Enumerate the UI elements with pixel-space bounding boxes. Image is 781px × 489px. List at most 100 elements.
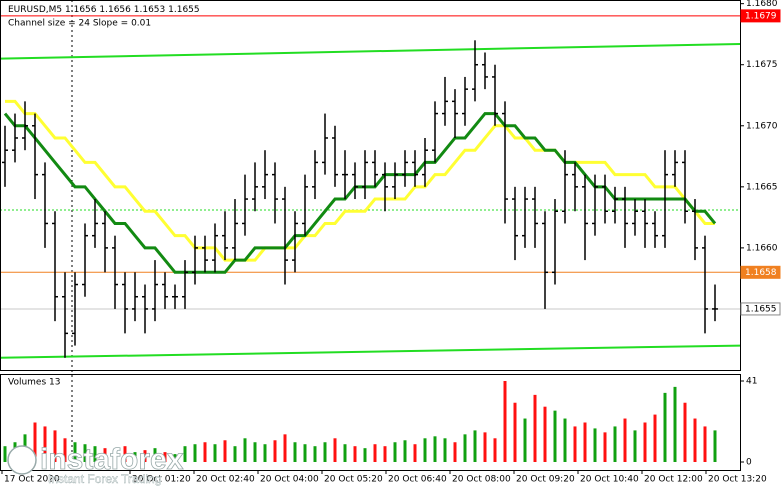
price-level-label: 1.1679	[745, 11, 777, 21]
x-tick-label: 20 Oct 04:00	[260, 475, 319, 485]
ohlc-bar	[282, 186, 288, 285]
ohlc-bar	[62, 272, 68, 358]
ohlc-bar	[622, 186, 628, 248]
x-tick-label: 20 Oct 06:40	[388, 475, 447, 485]
y-tick-label: 1.1675	[746, 60, 778, 70]
ohlc-bar	[152, 260, 158, 322]
ohlc-bar	[692, 199, 698, 261]
ohlc-bar	[302, 174, 308, 236]
ohlc-bar	[522, 186, 528, 248]
header-high: 1.1656	[99, 5, 131, 15]
ohlc-bar	[52, 211, 58, 322]
ohlc-bar	[452, 89, 458, 138]
ohlc-bar	[592, 174, 598, 236]
ohlc-bar	[442, 76, 448, 126]
ohlc-bar	[482, 52, 488, 90]
ohlc-bar	[412, 150, 418, 187]
ohlc-bar	[552, 199, 558, 285]
price-level-box	[740, 302, 781, 316]
ohlc-bar	[642, 199, 648, 248]
ohlc-bar	[432, 101, 438, 163]
channel-lower	[0, 344, 741, 359]
chart-header: EURUSD,M5 1.1656 1.1656 1.1653 1.1655	[8, 5, 200, 15]
x-tick-label: 17 Oct 2020	[4, 475, 60, 485]
ohlc-bar	[572, 162, 578, 212]
x-tick-label: 20 Oct 08:00	[452, 475, 511, 485]
price-frame	[0, 0, 741, 371]
ohlc-bar	[82, 223, 88, 297]
ohlc-bar	[392, 162, 398, 200]
ohlc-bar	[72, 272, 78, 346]
ohlc-bar	[682, 150, 688, 224]
ohlc-bar	[652, 211, 658, 248]
ohlc-bar	[532, 186, 538, 248]
ohlc-bar	[612, 186, 618, 224]
ohlc-bar	[562, 150, 568, 224]
x-tick-label: 20 Oct 09:20	[516, 475, 575, 485]
volume-frame	[0, 374, 741, 471]
moving-average	[5, 99, 715, 262]
ohlc-bar	[322, 113, 328, 175]
ohlc-bar	[192, 235, 198, 285]
volume-tick-label: 0	[746, 458, 752, 468]
ohlc-bar	[382, 162, 388, 212]
ohlc-bar	[12, 113, 18, 163]
ohlc-bar	[672, 150, 678, 187]
ohlc-bar	[32, 113, 38, 200]
ohlc-bar	[422, 137, 428, 187]
price-level-box	[740, 9, 781, 23]
ohlc-bar	[132, 272, 138, 322]
y-tick-label: 1.1680	[746, 0, 778, 9]
price-level-label: 1.1658	[745, 268, 777, 278]
volume-tick-label: 41	[746, 377, 757, 387]
y-tick-label: 1.1670	[746, 121, 778, 131]
ohlc-bar	[172, 284, 178, 309]
ohlc-bar	[202, 235, 208, 273]
indicator-label: Channel size = 24 Slope = 0.01	[8, 19, 151, 29]
header-open: 1.1656	[65, 5, 97, 15]
x-tick-label: 20 Oct 01:20	[132, 475, 191, 485]
header-close: 1.1655	[168, 5, 200, 15]
ohlc-bar	[212, 223, 218, 273]
ohlc-bar	[402, 150, 408, 187]
ohlc-bar	[2, 125, 8, 187]
ohlc-bar	[492, 64, 498, 126]
price-level-box	[740, 265, 781, 279]
ohlc-bar	[582, 174, 588, 261]
watermark-logo	[7, 445, 37, 475]
ohlc-bar	[262, 150, 268, 200]
ohlc-bar	[372, 150, 378, 187]
y-tick-label: 1.1660	[746, 243, 778, 253]
ohlc-bar	[122, 272, 128, 334]
ohlc-bar	[222, 211, 228, 261]
ohlc-bar	[542, 211, 548, 309]
watermark-brand: instaforex	[40, 443, 184, 476]
ohlc-bar	[142, 284, 148, 334]
watermark-tagline: Instant Forex Trading	[48, 472, 161, 486]
ohlc-bar	[502, 101, 508, 224]
ohlc-bar	[112, 235, 118, 309]
price-level-label: 1.1655	[745, 304, 777, 314]
header-low: 1.1653	[134, 5, 166, 15]
ohlc-bar	[512, 186, 518, 261]
ohlc-bar	[22, 101, 28, 151]
ohlc-bar	[292, 211, 298, 273]
ohlc-bar	[662, 150, 668, 248]
x-tick-label: 20 Oct 12:00	[644, 475, 703, 485]
ohlc-bar	[252, 162, 258, 212]
volume-title: Volumes 13	[8, 378, 60, 388]
ohlc-bar	[272, 162, 278, 224]
ohlc-bar	[232, 199, 238, 261]
ohlc-bar	[102, 211, 108, 273]
x-tick-label: 20 Oct 02:40	[196, 475, 255, 485]
ohlc-bar	[332, 125, 338, 187]
ohlc-bar	[162, 272, 168, 309]
ohlc-bar	[182, 260, 188, 309]
y-tick-label: 1.1665	[746, 182, 778, 192]
ohlc-bar	[92, 199, 98, 248]
ohlc-bar	[312, 150, 318, 200]
ohlc-bar	[342, 150, 348, 200]
ohlc-bar	[632, 199, 638, 236]
